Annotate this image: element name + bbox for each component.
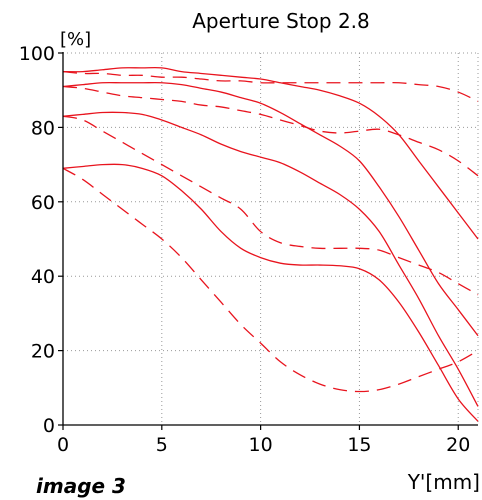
y-tick-label: 80 xyxy=(31,117,55,139)
chart: 0 5 10 15 20 0 20 40 60 80 100 Aperture Stop 2.8 [… xyxy=(19,9,479,456)
solid-series-line-0 xyxy=(62,66,479,240)
dashed-series-line-5 xyxy=(62,85,479,177)
series-layer xyxy=(62,66,479,422)
x-tick-label: 15 xyxy=(347,434,371,456)
y-tick-label: 0 xyxy=(43,415,55,437)
dashed-series-line-7 xyxy=(62,167,479,393)
axes xyxy=(62,52,478,426)
image-caption: image 3 xyxy=(36,474,126,498)
solid-series-line-3 xyxy=(62,163,479,422)
y-tick-label: 20 xyxy=(31,341,55,363)
ticks: 0 5 10 15 20 0 20 40 60 80 100 xyxy=(19,43,471,456)
y-tick-label: 60 xyxy=(31,192,55,214)
y-tick-label: 40 xyxy=(31,266,55,288)
x-tick-label: 0 xyxy=(57,434,69,456)
x-axis-label: Y'[mm] xyxy=(407,470,480,494)
x-tick-label: 5 xyxy=(156,434,168,456)
x-tick-label: 20 xyxy=(446,434,470,456)
solid-series-line-1 xyxy=(62,81,479,337)
dashed-series-line-6 xyxy=(62,115,479,296)
y-tick-label: 100 xyxy=(19,43,55,65)
x-tick-label: 10 xyxy=(249,434,273,456)
dashed-series-line-4 xyxy=(62,70,479,102)
solid-series-line-2 xyxy=(62,111,479,407)
chart-title: Aperture Stop 2.8 xyxy=(192,9,370,33)
y-axis-label: [%] xyxy=(60,29,91,50)
